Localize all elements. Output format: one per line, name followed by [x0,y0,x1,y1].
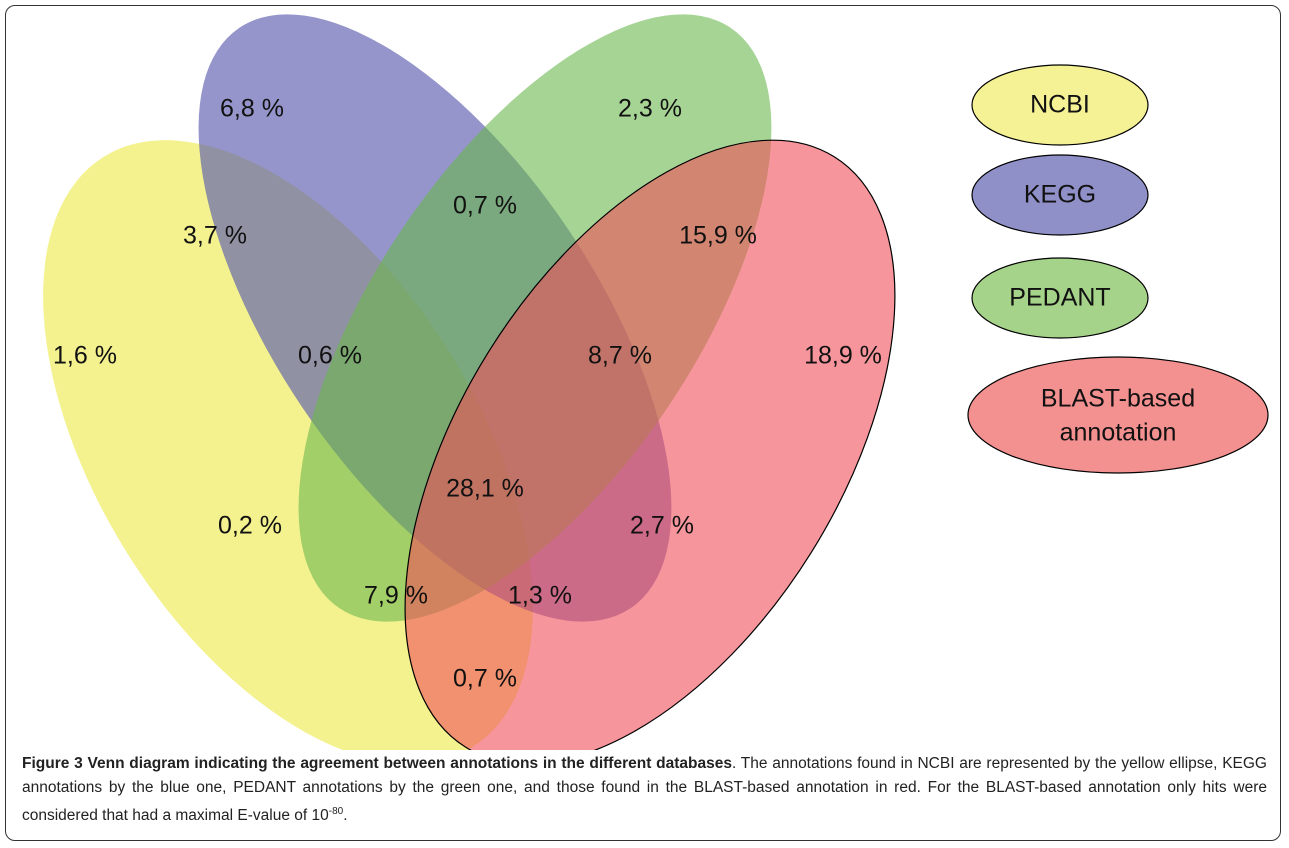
figure-frame [5,5,1281,841]
caption-text: . The annotations found in NCBI are repr… [22,755,1267,825]
venn-diagram: 6,8 % 2,3 % 0,7 % 3,7 % 15,9 % 1,6 % 0,6… [43,14,1269,750]
region-label: 0,7 % [453,665,517,693]
region-label: 2,7 % [630,512,694,540]
caption-title: Figure 3 Venn diagram indicating the agr… [22,755,732,772]
region-label: 1,3 % [508,582,572,610]
legend-label: annotation [1060,419,1177,447]
region-label: 2,3 % [618,95,682,123]
caption: Figure 3 Venn diagram indicating the agr… [22,752,1267,828]
blast-ellipse [404,139,896,750]
region-label: 8,7 % [588,342,652,370]
region-label: 1,6 % [53,342,117,370]
legend-label: PEDANT [1009,284,1110,312]
region-label: 28,1 % [446,475,524,503]
region-label: 0,6 % [298,342,362,370]
region-label: 0,2 % [218,512,282,540]
region-label: 7,9 % [364,582,428,610]
legend-label: NCBI [1030,91,1090,119]
caption-end: . [343,807,348,825]
caption-superscript: -80 [328,806,344,817]
legend-label: KEGG [1024,181,1096,209]
legend-ncbi [971,64,1149,146]
region-label: 18,9 % [804,342,882,370]
region-label: 15,9 % [679,222,757,250]
region-label: 0,7 % [453,192,517,220]
region-label: 3,7 % [183,222,247,250]
legend-kegg [971,154,1149,236]
legend-pedant [971,257,1149,339]
legend-label: BLAST-based [1041,385,1195,413]
region-label: 6,8 % [220,95,284,123]
legend-blast [967,356,1269,474]
